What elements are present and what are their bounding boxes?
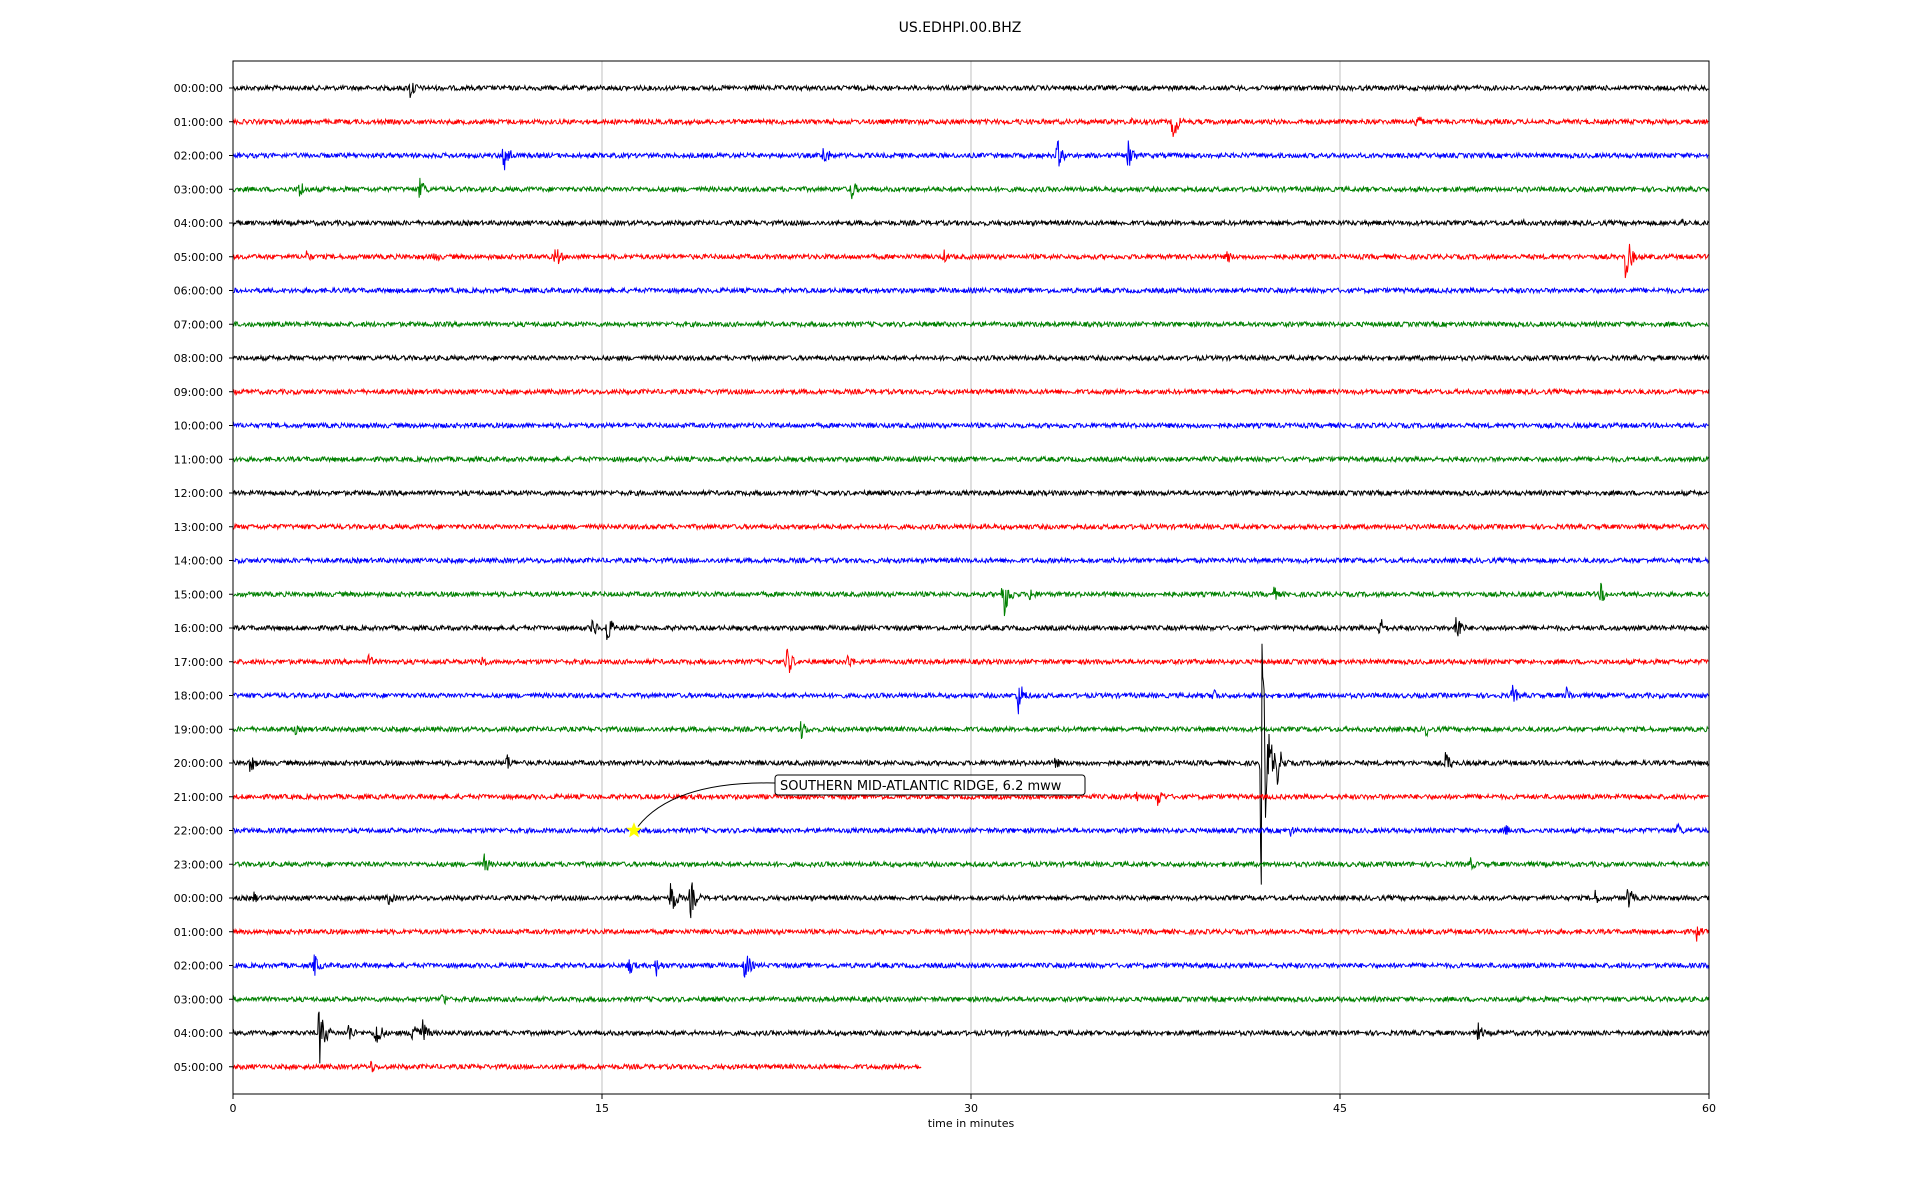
trace-line (232, 556, 1710, 565)
y-tick-label: 06:00:00 (174, 285, 223, 298)
x-tick-label: 60 (1702, 1102, 1716, 1115)
y-tick-label: 00:00:00 (174, 892, 223, 905)
event-marker (625, 822, 642, 838)
trace-line (232, 791, 1709, 806)
trace-line (232, 926, 1710, 942)
y-tick-label: 08:00:00 (174, 352, 223, 365)
y-tick-label: 03:00:00 (174, 183, 223, 196)
y-tick-label: 12:00:00 (174, 487, 223, 500)
y-tick-label: 23:00:00 (174, 858, 223, 871)
trace-line (232, 319, 1709, 329)
x-tick-label: 30 (964, 1102, 978, 1115)
trace-line (232, 954, 1710, 978)
x-axis-label: time in minutes (928, 1117, 1015, 1130)
trace-line (232, 648, 1709, 674)
chart-title: US.EDHPI.00.BHZ (898, 20, 1022, 36)
annotation-box (774, 774, 1086, 796)
annotation-label: SOUTHERN MID-ATLANTIC RIDGE, 6.2 mww (780, 779, 1062, 794)
x-tick-label: 45 (1333, 1102, 1347, 1115)
y-tick-label: 05:00:00 (174, 1061, 223, 1074)
trace-line (232, 387, 1710, 397)
trace-line (232, 243, 1710, 279)
y-tick-label: 10:00:00 (174, 420, 223, 433)
trace-line (232, 1011, 1710, 1064)
y-tick-label: 13:00:00 (174, 521, 223, 534)
trace-line (232, 994, 1710, 1006)
trace-line (233, 522, 1709, 532)
y-tick-label: 15:00:00 (174, 588, 223, 601)
trace-line (232, 140, 1709, 171)
trace-line (232, 82, 1709, 99)
y-tick-label: 01:00:00 (174, 926, 223, 939)
y-tick-label: 04:00:00 (174, 217, 223, 230)
y-tick-label: 14:00:00 (174, 555, 223, 568)
trace-line (232, 643, 1710, 885)
trace-line (232, 684, 1710, 715)
trace-line (232, 421, 1709, 430)
y-tick-label: 04:00:00 (174, 1027, 223, 1040)
y-tick-label: 16:00:00 (174, 622, 223, 635)
trace-line (232, 286, 1710, 295)
y-tick-label: 03:00:00 (174, 993, 223, 1006)
trace-line (232, 721, 1709, 740)
y-tick-label: 18:00:00 (174, 690, 223, 703)
y-tick-label: 17:00:00 (174, 656, 223, 669)
y-tick-label: 22:00:00 (174, 825, 223, 838)
trace-line (232, 822, 1710, 837)
y-tick-label: 07:00:00 (174, 318, 223, 331)
y-tick-label: 19:00:00 (174, 723, 223, 736)
y-tick-label: 11:00:00 (174, 453, 223, 466)
trace-line (232, 217, 1710, 228)
y-tick-label: 02:00:00 (174, 150, 223, 163)
trace-line (232, 454, 1710, 464)
y-tick-label: 20:00:00 (174, 757, 223, 770)
trace-line (232, 353, 1710, 363)
trace-line (232, 177, 1710, 200)
y-tick-label: 02:00:00 (174, 960, 223, 973)
annotation-arrow (637, 782, 776, 827)
trace-line (232, 116, 1709, 137)
trace-line (232, 617, 1710, 640)
y-tick-label: 00:00:00 (174, 82, 223, 95)
x-tick-label: 0 (230, 1102, 237, 1115)
y-tick-label: 05:00:00 (174, 251, 223, 264)
y-tick-label: 21:00:00 (174, 791, 223, 804)
trace-line (232, 882, 1710, 919)
y-tick-label: 01:00:00 (174, 116, 223, 129)
trace-line (232, 488, 1709, 498)
trace-line (232, 582, 1710, 617)
trace-line (232, 1060, 922, 1073)
trace-line (232, 853, 1710, 871)
y-tick-label: 09:00:00 (174, 386, 223, 399)
x-tick-label: 15 (595, 1102, 609, 1115)
